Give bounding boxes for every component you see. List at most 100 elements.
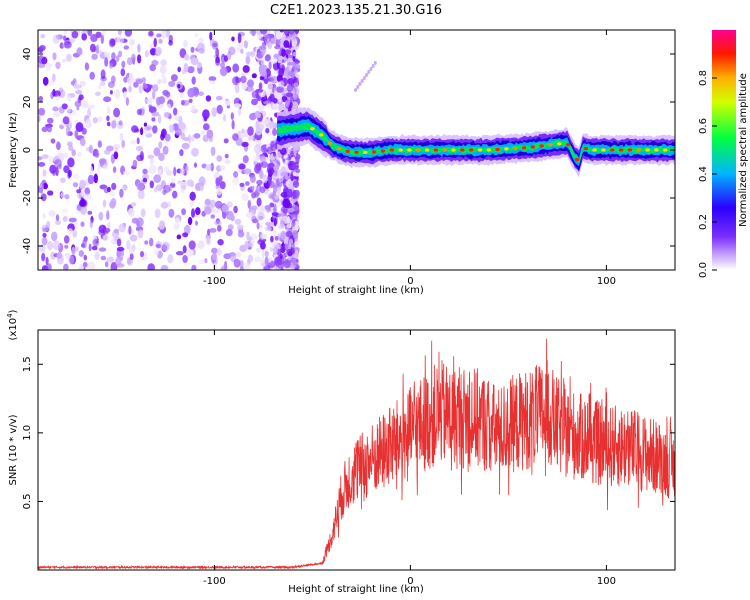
spectrogram-noise-blob — [286, 223, 292, 229]
spectrogram-noise-blob — [264, 226, 273, 232]
spectrogram-noise-blob — [272, 128, 278, 136]
spectrogram-peak — [513, 146, 518, 150]
spectrogram-noise-blob — [76, 47, 83, 56]
spectrogram-noise-blob — [181, 208, 187, 216]
spectrogram-noise-blob — [121, 250, 124, 257]
spectrogram-noise-blob — [267, 103, 272, 108]
spectrogram-noise-blob — [111, 120, 117, 129]
spectrogram-noise-blob — [185, 165, 190, 175]
spectrogram-noise-blob — [106, 106, 111, 115]
spectrogram-noise-blob — [68, 217, 77, 223]
spectrogram-noise-blob — [198, 91, 204, 96]
spectrogram-noise-blob — [182, 255, 188, 263]
spectrogram-noise-blob — [63, 152, 69, 158]
colorbar-tick-label: 0.2 — [698, 214, 709, 230]
spectrogram-noise-blob — [205, 95, 212, 102]
spectrogram-noise-blob — [125, 97, 129, 106]
spectrogram-noise-blob — [270, 235, 274, 243]
spectrogram-noise-blob — [264, 190, 269, 196]
spectrogram-noise-blob — [160, 133, 165, 141]
spectrogram-noise-blob — [264, 90, 272, 96]
spectrogram-noise-blob — [273, 30, 277, 34]
spectrogram-peak — [336, 147, 342, 151]
spectrogram-noise-blob — [208, 76, 217, 82]
spectrogram-noise-blob — [158, 152, 165, 162]
spectrogram-noise-blob — [158, 141, 163, 149]
spectrogram-noise-blob — [83, 193, 92, 201]
snr-x-tick-label: 100 — [597, 576, 616, 587]
spectrogram-peak — [424, 148, 430, 152]
spectrogram-noise-blob — [132, 159, 138, 167]
spectrogram-noise-blob — [165, 91, 171, 98]
spectrogram-noise-blob — [224, 260, 228, 270]
spectrogram-noise-blob — [67, 106, 72, 113]
spectrogram-noise-blob — [211, 247, 218, 254]
spectrogram-noise-blob — [124, 30, 133, 37]
spectrogram-noise-blob — [89, 219, 93, 229]
spectrogram-noise-blob — [100, 255, 107, 261]
spectrogram-noise-blob — [131, 125, 139, 133]
spectrogram-noise-blob — [106, 209, 110, 220]
spectrogram-noise-blob — [137, 189, 145, 200]
spectrogram-noise-blob — [73, 174, 80, 179]
spectrogram-noise-blob — [122, 184, 128, 191]
spectrogram-noise-blob — [128, 85, 132, 93]
spectrogram-noise-blob — [149, 180, 154, 189]
spectrogram-noise-blob — [278, 95, 282, 103]
spectrogram-peak — [548, 143, 553, 147]
spectrogram-noise-blob — [118, 120, 123, 126]
spectrogram-noise-blob — [206, 129, 214, 139]
spectrogram-noise-blob — [228, 46, 236, 56]
spectrogram-noise-blob — [274, 216, 278, 225]
colorbar: 0.0 0.2 0.4 0.6 0.8 Normalized spectral ampl… — [698, 30, 749, 278]
spectrogram-peak — [310, 127, 315, 131]
spectrogram-noise-blob — [275, 30, 282, 40]
spectrogram-noise-blob — [216, 104, 223, 114]
spectrogram-noise-blob — [261, 248, 265, 259]
spectrogram-noise-blob — [158, 38, 163, 44]
spectrogram-noise-blob — [140, 208, 146, 218]
spectrogram-noise-blob — [241, 193, 249, 202]
spectrogram-noise-blob — [152, 84, 159, 92]
spectrogram-noise-blob — [161, 71, 165, 78]
spectrogram-noise-blob — [197, 240, 205, 250]
spectrogram-peak — [433, 148, 439, 152]
spectrogram-noise-blob — [55, 214, 60, 222]
spectrogram-noise-blob — [106, 256, 115, 263]
spectrogram-noise-blob — [273, 184, 278, 194]
spectrogram-noise-blob — [285, 230, 293, 238]
spectrogram-noise-blob — [294, 172, 299, 177]
spectrogram-y-tick-label: 0 — [22, 147, 33, 153]
spectrogram-noise-blob — [146, 125, 153, 131]
spectrogram-noise-blob — [42, 169, 47, 177]
spectrogram-noise-blob — [136, 145, 144, 152]
spectrogram-noise-blob — [171, 177, 175, 184]
spectrogram-noise-blob — [88, 243, 92, 252]
snr-y-scale-base: (x10 — [8, 318, 19, 341]
spectrogram-noise-blob — [278, 80, 285, 88]
spectrogram-noise-blob — [117, 30, 122, 36]
spectrogram-noise-blob — [257, 104, 265, 111]
spectrogram-noise-blob — [238, 107, 242, 116]
spectrogram-noise-blob — [191, 104, 196, 113]
spectrogram-noise-blob — [148, 106, 157, 114]
spectrogram-x-tick-label: -100 — [203, 276, 226, 287]
spectrogram-noise-blob — [41, 265, 49, 270]
spectrogram-noise-blob — [250, 239, 255, 245]
spectrogram-peak — [371, 150, 377, 154]
spectrogram-noise-blob — [112, 166, 117, 173]
spectrogram-noise-blob — [200, 130, 206, 136]
spectrogram-noise-blob — [167, 103, 171, 109]
spectrogram-noise-blob — [293, 64, 298, 73]
spectrogram-noise-blob — [271, 212, 279, 216]
spectrogram-noise-blob — [255, 162, 262, 171]
spectrogram-noise-blob — [74, 221, 79, 229]
spectrogram-noise-blob — [198, 37, 204, 43]
spectrogram-noise-blob — [114, 89, 120, 99]
spectrogram-noise-blob — [48, 210, 56, 217]
snr-y-scale: (x104) — [6, 309, 19, 340]
spectrogram-noise-blob — [244, 40, 248, 49]
spectrogram-noise-blob — [215, 177, 221, 187]
spectrogram-noise-blob — [136, 219, 140, 228]
spectrogram-noise-blob — [216, 248, 222, 256]
